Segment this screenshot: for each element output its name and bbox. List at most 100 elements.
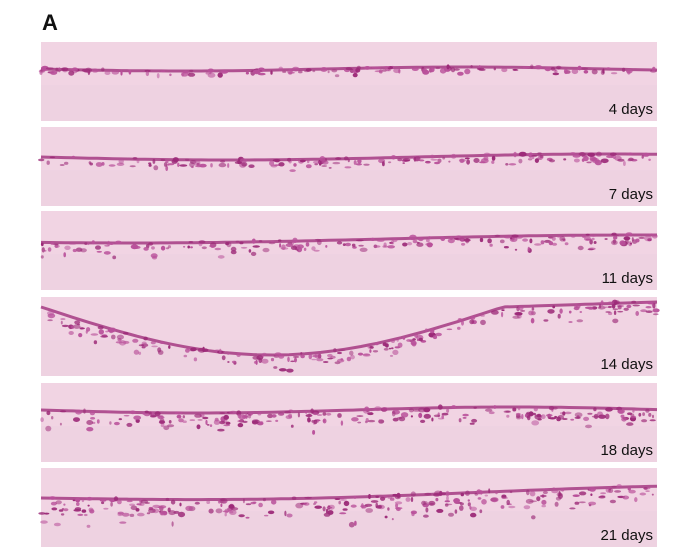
tissue-cell xyxy=(116,334,124,340)
tissue-cell xyxy=(389,354,394,357)
tissue-cell xyxy=(422,69,430,75)
tissue-cell xyxy=(242,498,245,504)
tissue-cell xyxy=(182,70,189,74)
tissue-cell xyxy=(506,499,511,505)
tissue-cell xyxy=(305,164,312,169)
tissue-cell xyxy=(183,245,186,248)
tissue-cell xyxy=(270,357,275,362)
tissue-cell xyxy=(123,332,129,335)
tissue-cell xyxy=(380,496,386,501)
tissue-cell xyxy=(435,66,440,70)
tissue-cell xyxy=(273,366,278,369)
tissue-cell xyxy=(279,412,284,416)
tissue-cell xyxy=(76,502,80,506)
tissue-cell xyxy=(322,506,326,512)
tissue-cell xyxy=(71,155,75,158)
tissue-cell xyxy=(439,68,447,74)
tissue-cell xyxy=(116,162,125,166)
tissue-cell xyxy=(603,306,610,309)
tissue-cell xyxy=(289,169,296,173)
tissue-cell xyxy=(202,348,209,353)
tissue-cell xyxy=(647,301,653,305)
tissue-cell xyxy=(132,157,138,160)
tissue-cell xyxy=(230,507,239,511)
tissue-cell xyxy=(402,336,406,340)
tissue-cell xyxy=(215,508,223,514)
tissue-cell xyxy=(185,348,190,353)
panel-shade xyxy=(41,426,657,462)
tissue-cell xyxy=(284,510,287,517)
tissue-cell xyxy=(95,162,103,167)
tissue-cell xyxy=(417,237,424,242)
tissue-cell xyxy=(279,243,282,248)
tissue-cell xyxy=(293,163,297,167)
tissue-cell xyxy=(117,513,123,517)
image-panel: 11 days xyxy=(40,211,658,290)
tissue-cell xyxy=(611,485,617,488)
tissue-cell xyxy=(93,340,98,345)
tissue-cell xyxy=(352,73,358,78)
tissue-cell xyxy=(322,418,327,424)
tissue-cell xyxy=(391,518,394,521)
tissue-cell xyxy=(537,152,542,155)
tissue-cell xyxy=(344,166,352,169)
tissue-cell xyxy=(258,72,266,76)
tissue-cell xyxy=(464,157,470,160)
tissue-cell xyxy=(605,407,613,412)
tissue-cell xyxy=(340,420,344,426)
tissue-cell xyxy=(485,408,493,412)
tissue-cell xyxy=(587,412,593,415)
tissue-cell xyxy=(368,494,371,499)
tissue-cell xyxy=(534,158,540,164)
tissue-cell xyxy=(126,500,133,503)
tissue-cell xyxy=(531,307,535,311)
tissue-cell xyxy=(50,501,57,506)
tissue-cell xyxy=(137,512,145,517)
tissue-cell xyxy=(319,156,326,162)
tissue-cell xyxy=(72,499,76,502)
tissue-cell xyxy=(297,412,300,418)
tissue-cell xyxy=(435,332,442,337)
tissue-cell xyxy=(91,68,99,73)
tissue-cell xyxy=(111,70,120,75)
tissue-cell xyxy=(219,420,226,425)
tissue-cell xyxy=(122,512,130,517)
tissue-cell xyxy=(217,255,225,259)
tissue-cell xyxy=(367,412,374,416)
tissue-cell xyxy=(171,521,174,527)
tissue-cell xyxy=(218,162,227,168)
tissue-cell xyxy=(653,313,659,316)
tissue-cell xyxy=(493,405,497,409)
tissue-cell xyxy=(447,238,455,244)
tissue-cell xyxy=(573,158,580,163)
tissue-cell xyxy=(375,505,382,509)
tissue-cell xyxy=(410,415,413,418)
tissue-cell xyxy=(439,490,443,497)
tissue-cell xyxy=(580,67,589,70)
tissue-cell xyxy=(190,246,193,249)
tissue-cell xyxy=(172,157,179,163)
tissue-cell xyxy=(267,510,275,515)
tissue-cell xyxy=(209,245,212,247)
tissue-cell xyxy=(88,507,94,512)
tissue-cell xyxy=(144,413,150,417)
tissue-cell xyxy=(339,512,347,515)
tissue-cell xyxy=(271,414,277,418)
tissue-cell xyxy=(437,417,445,420)
tissue-cell xyxy=(530,317,535,324)
tissue-cell xyxy=(583,155,589,162)
tissue-cell xyxy=(512,69,519,71)
tissue-cell xyxy=(169,73,172,77)
tissue-cell xyxy=(145,71,150,77)
tissue-cell xyxy=(424,328,428,332)
tissue-cell xyxy=(89,410,95,416)
tissue-cell xyxy=(207,72,216,78)
tissue-cell xyxy=(572,494,580,498)
tissue-cell xyxy=(90,417,96,420)
tissue-cell xyxy=(469,506,477,511)
tissue-cell xyxy=(469,422,475,425)
tissue-cell xyxy=(70,68,76,72)
tissue-cell xyxy=(560,488,565,492)
time-label: 7 days xyxy=(609,186,653,203)
tissue-cell xyxy=(355,239,364,242)
